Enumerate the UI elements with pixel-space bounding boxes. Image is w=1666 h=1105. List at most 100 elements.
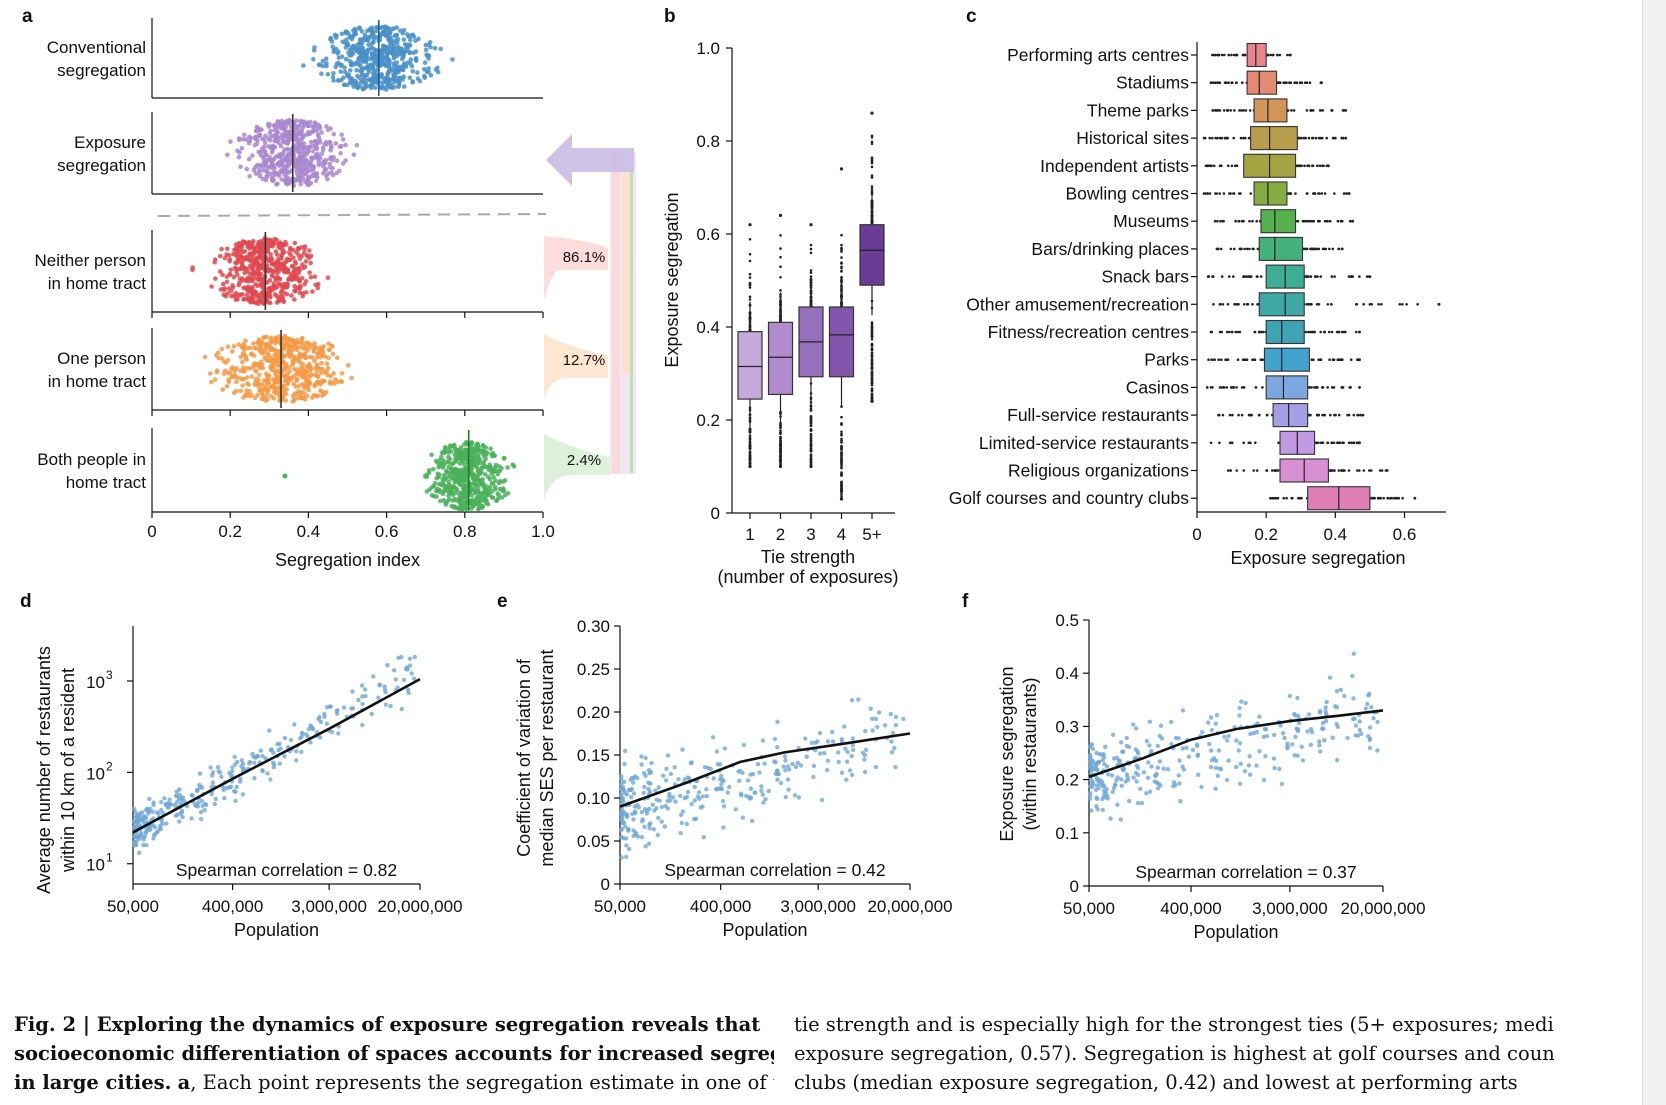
- d-point: [204, 802, 209, 807]
- swarm-point: [379, 58, 384, 63]
- swarm-point: [233, 246, 239, 251]
- d-point: [151, 836, 156, 841]
- e-point: [626, 827, 631, 832]
- swarm-point: [236, 249, 242, 254]
- c-outlier: [1321, 413, 1324, 417]
- swarm-point: [270, 240, 276, 245]
- c-outlier: [1296, 219, 1300, 223]
- f-point: [1222, 734, 1227, 739]
- e-point: [700, 794, 705, 799]
- swarm-point: [306, 144, 312, 150]
- box-c: Parks: [1144, 347, 1361, 372]
- d-x-tick-label: 400,000: [202, 897, 263, 916]
- c-outlier: [1234, 219, 1237, 223]
- swarm-point: [253, 134, 258, 140]
- swarm-point: [439, 461, 445, 467]
- b-y-label: Exposure segregation: [662, 192, 682, 367]
- swarm-point: [317, 137, 322, 143]
- divider-dashed: [157, 213, 547, 217]
- swarm-point: [245, 269, 250, 275]
- c-outlier: [1317, 358, 1320, 362]
- b-outlier: [779, 440, 782, 443]
- f-point: [1190, 747, 1196, 753]
- c-outlier: [1221, 413, 1225, 417]
- b-box: [767, 321, 794, 396]
- d-point: [210, 780, 216, 785]
- swarm-point: [284, 134, 290, 139]
- f-point: [1242, 769, 1248, 774]
- c-outlier: [1271, 53, 1274, 57]
- e-point: [759, 784, 764, 789]
- e-point: [622, 762, 627, 767]
- swarm-point: [221, 371, 227, 376]
- b-outlier: [779, 429, 782, 432]
- e-point: [778, 780, 784, 786]
- swarm-point: [320, 352, 326, 358]
- c-outlier: [1245, 247, 1249, 251]
- swarm-point: [280, 242, 285, 247]
- swarm-point: [372, 80, 377, 85]
- swarm-point: [230, 349, 235, 354]
- swarm-point: [477, 471, 483, 477]
- swarm-point: [279, 252, 285, 258]
- swarm-point: [336, 78, 341, 83]
- b-outlier: [809, 422, 813, 425]
- flow-share-label: 12.7%: [563, 352, 606, 369]
- c-outlier: [1416, 303, 1419, 306]
- d-point: [173, 793, 179, 799]
- b-outlier: [779, 265, 782, 269]
- swarm-point: [438, 46, 444, 52]
- e-point: [640, 817, 645, 822]
- swarm-point: [251, 167, 257, 173]
- c-outlier: [1216, 219, 1219, 223]
- swarm-point: [476, 452, 481, 458]
- swarm-point: [400, 67, 406, 73]
- d-point: [268, 777, 273, 782]
- swarm-point: [353, 48, 359, 54]
- b-outlier: [748, 298, 752, 301]
- swarm-point: [476, 490, 482, 496]
- c-outlier: [1215, 192, 1218, 195]
- b-y-tick-label: 0.4: [696, 318, 720, 337]
- swarm-point: [318, 156, 323, 161]
- swarm-point: [288, 177, 293, 182]
- d-point: [197, 771, 203, 776]
- c-outlier: [1377, 303, 1380, 306]
- e-point: [655, 832, 660, 838]
- swarm-point: [226, 253, 232, 258]
- d-point: [324, 705, 330, 710]
- swarm-point: [307, 381, 312, 387]
- swarm-point: [488, 446, 493, 452]
- box-c: Bowling centres: [1065, 181, 1351, 206]
- b-outlier: [748, 456, 752, 460]
- e-point: [643, 844, 648, 849]
- c-category-label: Fitness/recreation centres: [988, 322, 1190, 342]
- c-outlier: [1254, 386, 1258, 389]
- swarm-point: [339, 31, 345, 37]
- b-outlier: [748, 436, 752, 440]
- swarm-point: [336, 49, 341, 54]
- swarm-point: [456, 471, 462, 476]
- b-outlier: [840, 439, 843, 443]
- c-category-label: Bars/drinking places: [1031, 239, 1189, 259]
- f-point: [1317, 739, 1322, 744]
- c-outlier: [1265, 469, 1269, 472]
- c-outlier: [1317, 303, 1321, 306]
- swarm-point: [227, 257, 233, 262]
- c-outlier: [1293, 81, 1296, 84]
- e-point: [700, 804, 705, 809]
- swarm-point: [275, 259, 281, 264]
- swarm-point: [273, 336, 279, 341]
- swarm-point: [316, 122, 322, 128]
- e-point: [844, 777, 849, 782]
- c-outlier: [1253, 358, 1257, 362]
- d-x-tick-label: 50,000: [107, 897, 159, 916]
- swarm-point: [245, 366, 250, 371]
- e-point: [783, 758, 788, 763]
- b-outlier: [809, 432, 813, 436]
- b-outlier: [840, 459, 843, 462]
- swarm-point: [476, 477, 482, 483]
- f-point: [1367, 725, 1373, 730]
- b-outlier: [809, 243, 813, 247]
- swarm-point: [492, 453, 498, 459]
